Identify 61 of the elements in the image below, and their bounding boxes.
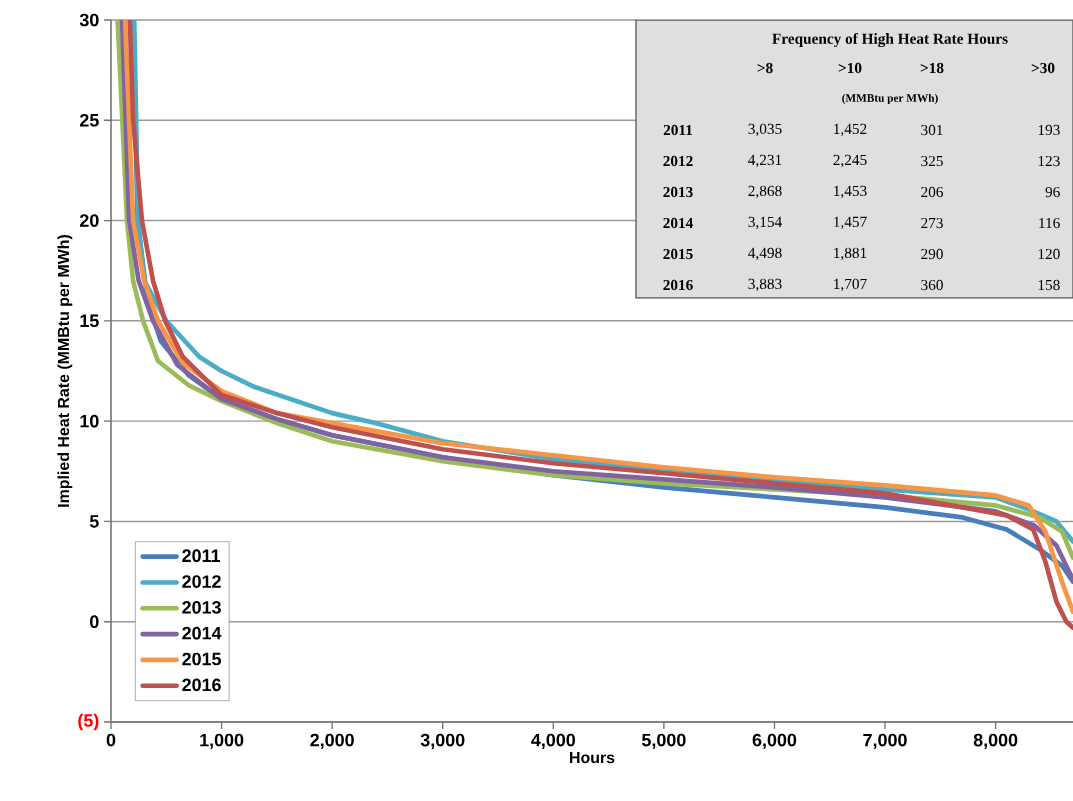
x-tick-label: 3,000: [420, 733, 465, 749]
annotation: (MMBtu per MWh): [842, 93, 938, 105]
annotation: 1,457: [834, 216, 867, 230]
annotation: 96: [1045, 186, 1060, 198]
annotation: >10: [838, 62, 862, 74]
y-tick-label: 15: [80, 314, 99, 328]
annotation: 158: [1038, 279, 1060, 291]
annotation: 301: [921, 124, 943, 136]
annotation: 3,154: [748, 216, 782, 230]
y-tick-label: 0: [90, 615, 99, 629]
annotation: 2015: [663, 248, 693, 260]
legend-label: 2013: [182, 601, 221, 614]
x-tick-label: 4,000: [531, 733, 576, 749]
y-tick-label: (5): [78, 713, 99, 731]
annotation: 4,498: [748, 247, 782, 261]
x-tick-label: 5,000: [641, 733, 686, 749]
annotation: 1,707: [834, 278, 867, 292]
x-axis-title: Hours: [570, 752, 615, 764]
annotation: 2012: [663, 155, 693, 167]
y-tick-label: 10: [80, 414, 99, 428]
annotation: 206: [921, 186, 944, 198]
legend-label: 2015: [182, 652, 222, 666]
annotation: 4,231: [748, 154, 782, 168]
x-tick-label: 2,000: [310, 733, 354, 749]
annotation: 3,883: [748, 278, 782, 292]
y-tick-label: 25: [79, 113, 99, 127]
annotation: 1,881: [834, 247, 867, 261]
x-tick-label: 1,000: [200, 733, 244, 749]
annotation: 116: [1039, 217, 1060, 229]
annotation: 193: [1038, 124, 1060, 136]
annotation: 2013: [663, 186, 693, 198]
annotation: 360: [921, 279, 943, 291]
annotation: >30: [1031, 62, 1055, 74]
annotation: 1,452: [834, 123, 867, 137]
annotation: 325: [921, 155, 943, 167]
annotation: 1,453: [834, 185, 867, 199]
annotation: 2014: [663, 217, 693, 229]
x-tick-label: 0: [106, 733, 116, 747]
y-tick-label: 30: [79, 13, 99, 27]
y-tick-label: 5: [89, 515, 99, 528]
legend-label: 2012: [182, 575, 221, 588]
legend-label: 2011: [182, 549, 221, 563]
legend-label: 2016: [182, 678, 221, 692]
annotation: Frequency of High Heat Rate Hours: [772, 32, 1008, 48]
annotation: 2,245: [833, 154, 867, 168]
x-tick-label: 8,000: [973, 733, 1018, 749]
annotation: 2016: [663, 279, 693, 291]
legend-label: 2014: [182, 626, 222, 640]
annotation: 2,868: [748, 185, 782, 199]
y-tick-label: 20: [79, 214, 99, 227]
x-tick-label: 7,000: [863, 733, 907, 749]
annotation: 120: [1038, 248, 1060, 260]
annotation: 3,035: [748, 123, 782, 137]
annotation: 2011: [663, 124, 693, 136]
annotation: >8: [757, 62, 773, 74]
x-tick-label: 6,000: [752, 733, 797, 749]
annotation: 123: [1038, 155, 1060, 167]
annotation: 273: [921, 217, 943, 229]
annotation: >18: [920, 62, 944, 74]
y-axis-title: Implied Heat Rate (MMBtu per MWh): [57, 234, 73, 507]
annotation: 290: [921, 248, 943, 260]
